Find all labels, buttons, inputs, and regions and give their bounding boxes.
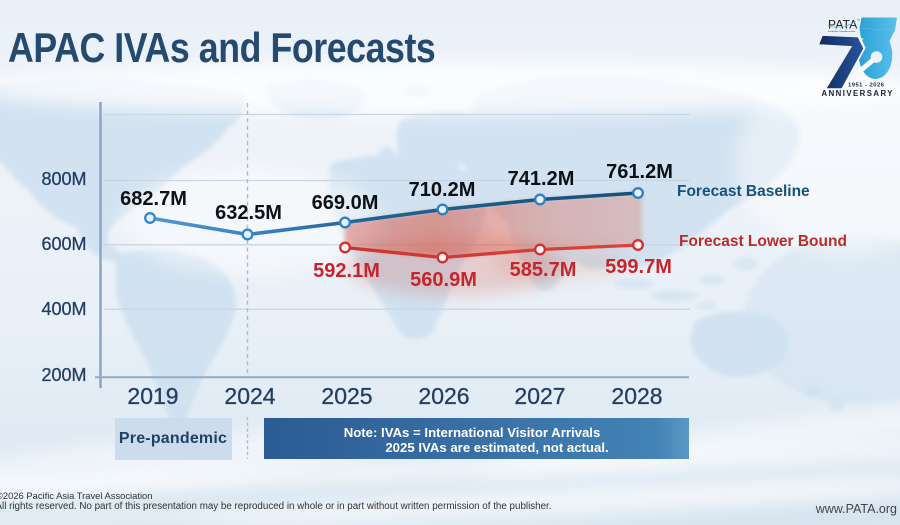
svg-text:Pacific Asia Travel Associatio: Pacific Asia Travel Association: [828, 30, 856, 33]
svg-text:ANNIVERSARY: ANNIVERSARY: [822, 89, 894, 98]
svg-text:1951 - 2026: 1951 - 2026: [848, 82, 885, 88]
svg-text:TM: TM: [857, 20, 860, 22]
svg-text:PATA: PATA: [828, 18, 857, 32]
